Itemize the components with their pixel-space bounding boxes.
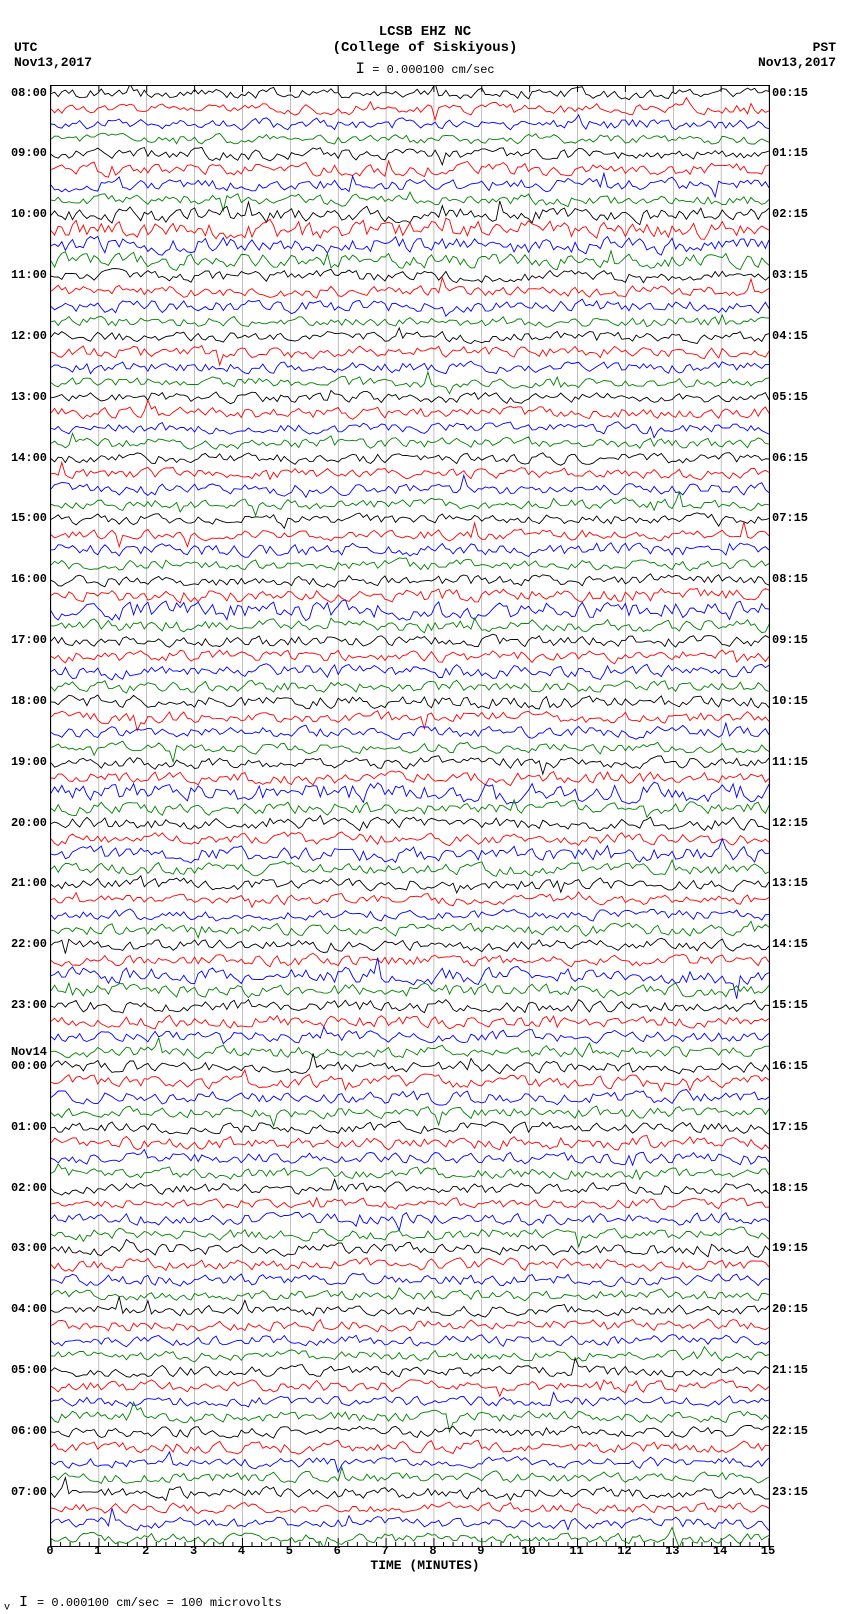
right-time: 16:15 bbox=[772, 1059, 808, 1073]
right-time: 05:15 bbox=[772, 390, 808, 404]
left-time: 04:00 bbox=[2, 1302, 47, 1316]
x-tick: 10 bbox=[519, 1544, 539, 1558]
left-date-label: Nov13,2017 bbox=[14, 55, 92, 70]
right-time: 03:15 bbox=[772, 268, 808, 282]
right-time: 08:15 bbox=[772, 572, 808, 586]
x-tick: 11 bbox=[567, 1544, 587, 1558]
right-time: 07:15 bbox=[772, 511, 808, 525]
x-tick: 9 bbox=[471, 1544, 491, 1558]
left-time: 15:00 bbox=[2, 511, 47, 525]
station-title: LCSB EHZ NC bbox=[0, 24, 850, 40]
right-time: 18:15 bbox=[772, 1181, 808, 1195]
x-tick: 12 bbox=[614, 1544, 634, 1558]
right-time: 17:15 bbox=[772, 1120, 808, 1134]
left-time: 14:00 bbox=[2, 451, 47, 465]
right-time: 06:15 bbox=[772, 451, 808, 465]
right-time: 13:15 bbox=[772, 876, 808, 890]
right-time: 20:15 bbox=[772, 1302, 808, 1316]
scale-note: I = 0.000100 cm/sec bbox=[0, 60, 850, 78]
left-time: 11:00 bbox=[2, 268, 47, 282]
left-time: 17:00 bbox=[2, 633, 47, 647]
right-time: 02:15 bbox=[772, 207, 808, 221]
right-time: 09:15 bbox=[772, 633, 808, 647]
left-date-marker: Nov14 bbox=[2, 1045, 47, 1059]
x-tick: 1 bbox=[88, 1544, 108, 1558]
left-time: 18:00 bbox=[2, 694, 47, 708]
station-subtitle: (College of Siskiyous) bbox=[0, 40, 850, 56]
left-time: 23:00 bbox=[2, 998, 47, 1012]
right-time: 04:15 bbox=[772, 329, 808, 343]
left-time: 22:00 bbox=[2, 937, 47, 951]
x-tick: 4 bbox=[231, 1544, 251, 1558]
right-time: 14:15 bbox=[772, 937, 808, 951]
x-tick: 15 bbox=[758, 1544, 778, 1558]
left-time: 16:00 bbox=[2, 572, 47, 586]
right-tz-label: PST bbox=[813, 40, 836, 55]
x-tick: 6 bbox=[327, 1544, 347, 1558]
left-time: 09:00 bbox=[2, 146, 47, 160]
left-time: 19:00 bbox=[2, 755, 47, 769]
right-time: 10:15 bbox=[772, 694, 808, 708]
right-time: 01:15 bbox=[772, 146, 808, 160]
right-time: 00:15 bbox=[772, 86, 808, 100]
left-time: 02:00 bbox=[2, 1181, 47, 1195]
right-time: 19:15 bbox=[772, 1241, 808, 1255]
x-tick: 3 bbox=[184, 1544, 204, 1558]
plot-area bbox=[50, 85, 770, 1547]
x-tick: 0 bbox=[40, 1544, 60, 1558]
seismogram-container: LCSB EHZ NC (College of Siskiyous) I = 0… bbox=[0, 0, 850, 1613]
footer-note: v I = 0.000100 cm/sec = 100 microvolts bbox=[4, 1594, 282, 1613]
right-time: 22:15 bbox=[772, 1424, 808, 1438]
x-tick: 2 bbox=[136, 1544, 156, 1558]
x-tick: 14 bbox=[710, 1544, 730, 1558]
left-time: 05:00 bbox=[2, 1363, 47, 1377]
right-time: 15:15 bbox=[772, 998, 808, 1012]
left-tz-label: UTC bbox=[14, 40, 37, 55]
right-time: 23:15 bbox=[772, 1485, 808, 1499]
left-time: 03:00 bbox=[2, 1241, 47, 1255]
left-time: 20:00 bbox=[2, 816, 47, 830]
left-time: 07:00 bbox=[2, 1485, 47, 1499]
x-tick: 5 bbox=[279, 1544, 299, 1558]
left-time: 00:00 bbox=[2, 1059, 47, 1073]
traces-svg bbox=[51, 86, 769, 1546]
left-time: 13:00 bbox=[2, 390, 47, 404]
right-time: 21:15 bbox=[772, 1363, 808, 1377]
x-tick: 7 bbox=[375, 1544, 395, 1558]
left-time: 10:00 bbox=[2, 207, 47, 221]
x-tick: 13 bbox=[662, 1544, 682, 1558]
right-time: 12:15 bbox=[772, 816, 808, 830]
left-time: 06:00 bbox=[2, 1424, 47, 1438]
left-time: 01:00 bbox=[2, 1120, 47, 1134]
x-tick: 8 bbox=[423, 1544, 443, 1558]
left-time: 12:00 bbox=[2, 329, 47, 343]
x-axis-label: TIME (MINUTES) bbox=[0, 1558, 850, 1573]
left-time: 08:00 bbox=[2, 86, 47, 100]
left-time: 21:00 bbox=[2, 876, 47, 890]
right-date-label: Nov13,2017 bbox=[758, 55, 836, 70]
right-time: 11:15 bbox=[772, 755, 808, 769]
